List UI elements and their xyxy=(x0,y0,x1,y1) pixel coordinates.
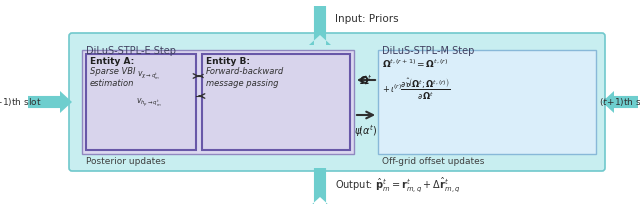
Text: $v_{h_{p}\to q^{t}_{m}}$: $v_{h_{p}\to q^{t}_{m}}$ xyxy=(136,96,162,109)
Text: Off-grid offset updates: Off-grid offset updates xyxy=(382,157,484,166)
Polygon shape xyxy=(309,6,331,45)
Text: $\mathbf{\Omega}^{t}$: $\mathbf{\Omega}^{t}$ xyxy=(359,73,373,87)
Text: $+\, \iota^{(r)} \dfrac{\partial\hat{\mathfrak{v}}\!\left(\mathbf{\Omega}^{t};\m: $+\, \iota^{(r)} \dfrac{\partial\hat{\ma… xyxy=(382,76,451,102)
Text: Entity A:: Entity A: xyxy=(90,57,134,66)
Text: Forward-backward
message passing: Forward-backward message passing xyxy=(206,67,284,89)
Text: $(t\!-\!1)$th slot: $(t\!-\!1)$th slot xyxy=(0,96,42,108)
FancyBboxPatch shape xyxy=(378,50,596,154)
Text: Entity B:: Entity B: xyxy=(206,57,250,66)
FancyBboxPatch shape xyxy=(69,33,605,171)
Text: DiLuS-STPL-E Step: DiLuS-STPL-E Step xyxy=(86,46,176,56)
Polygon shape xyxy=(309,168,331,204)
Text: Input: Priors: Input: Priors xyxy=(335,14,399,24)
Text: Posterior updates: Posterior updates xyxy=(86,157,166,166)
Text: $(t\!+\!1)$th slot: $(t\!+\!1)$th slot xyxy=(598,96,640,108)
FancyBboxPatch shape xyxy=(202,54,350,150)
Polygon shape xyxy=(28,91,72,113)
Polygon shape xyxy=(602,91,638,113)
Text: Sparse VBI
estimation: Sparse VBI estimation xyxy=(90,67,136,89)
Text: $\psi\!\left(\alpha^{t}\right)$: $\psi\!\left(\alpha^{t}\right)$ xyxy=(355,123,378,139)
Text: $v_{\chi\to q^{t}_{m}}$: $v_{\chi\to q^{t}_{m}}$ xyxy=(138,70,161,82)
Text: Output: $\hat{\mathbf{p}}^{t}_{m} = \mathbf{r}^{t}_{m,q} + \Delta\hat{\mathbf{r}: Output: $\hat{\mathbf{p}}^{t}_{m} = \mat… xyxy=(335,176,461,194)
FancyBboxPatch shape xyxy=(82,50,354,154)
Text: DiLuS-STPL-M Step: DiLuS-STPL-M Step xyxy=(382,46,474,56)
FancyBboxPatch shape xyxy=(86,54,196,150)
Text: $\mathbf{\Omega}^{t,(r+1)} = \mathbf{\Omega}^{t,(r)}$: $\mathbf{\Omega}^{t,(r+1)} = \mathbf{\Om… xyxy=(382,58,449,70)
